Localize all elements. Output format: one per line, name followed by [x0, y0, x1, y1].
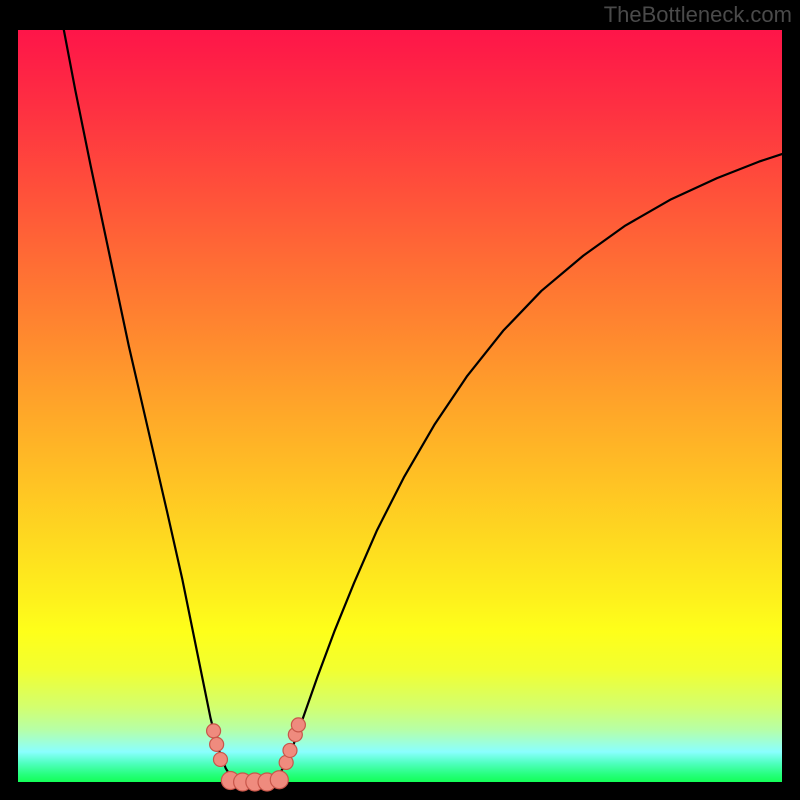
- marker-point: [213, 752, 227, 766]
- marker-point: [270, 771, 288, 789]
- marker-point: [207, 724, 221, 738]
- plot-background: [18, 30, 782, 782]
- marker-point: [283, 743, 297, 757]
- chart-svg: [0, 0, 800, 800]
- marker-point: [291, 718, 305, 732]
- bottleneck-chart: TheBottleneck.com: [0, 0, 800, 800]
- marker-point: [210, 737, 224, 751]
